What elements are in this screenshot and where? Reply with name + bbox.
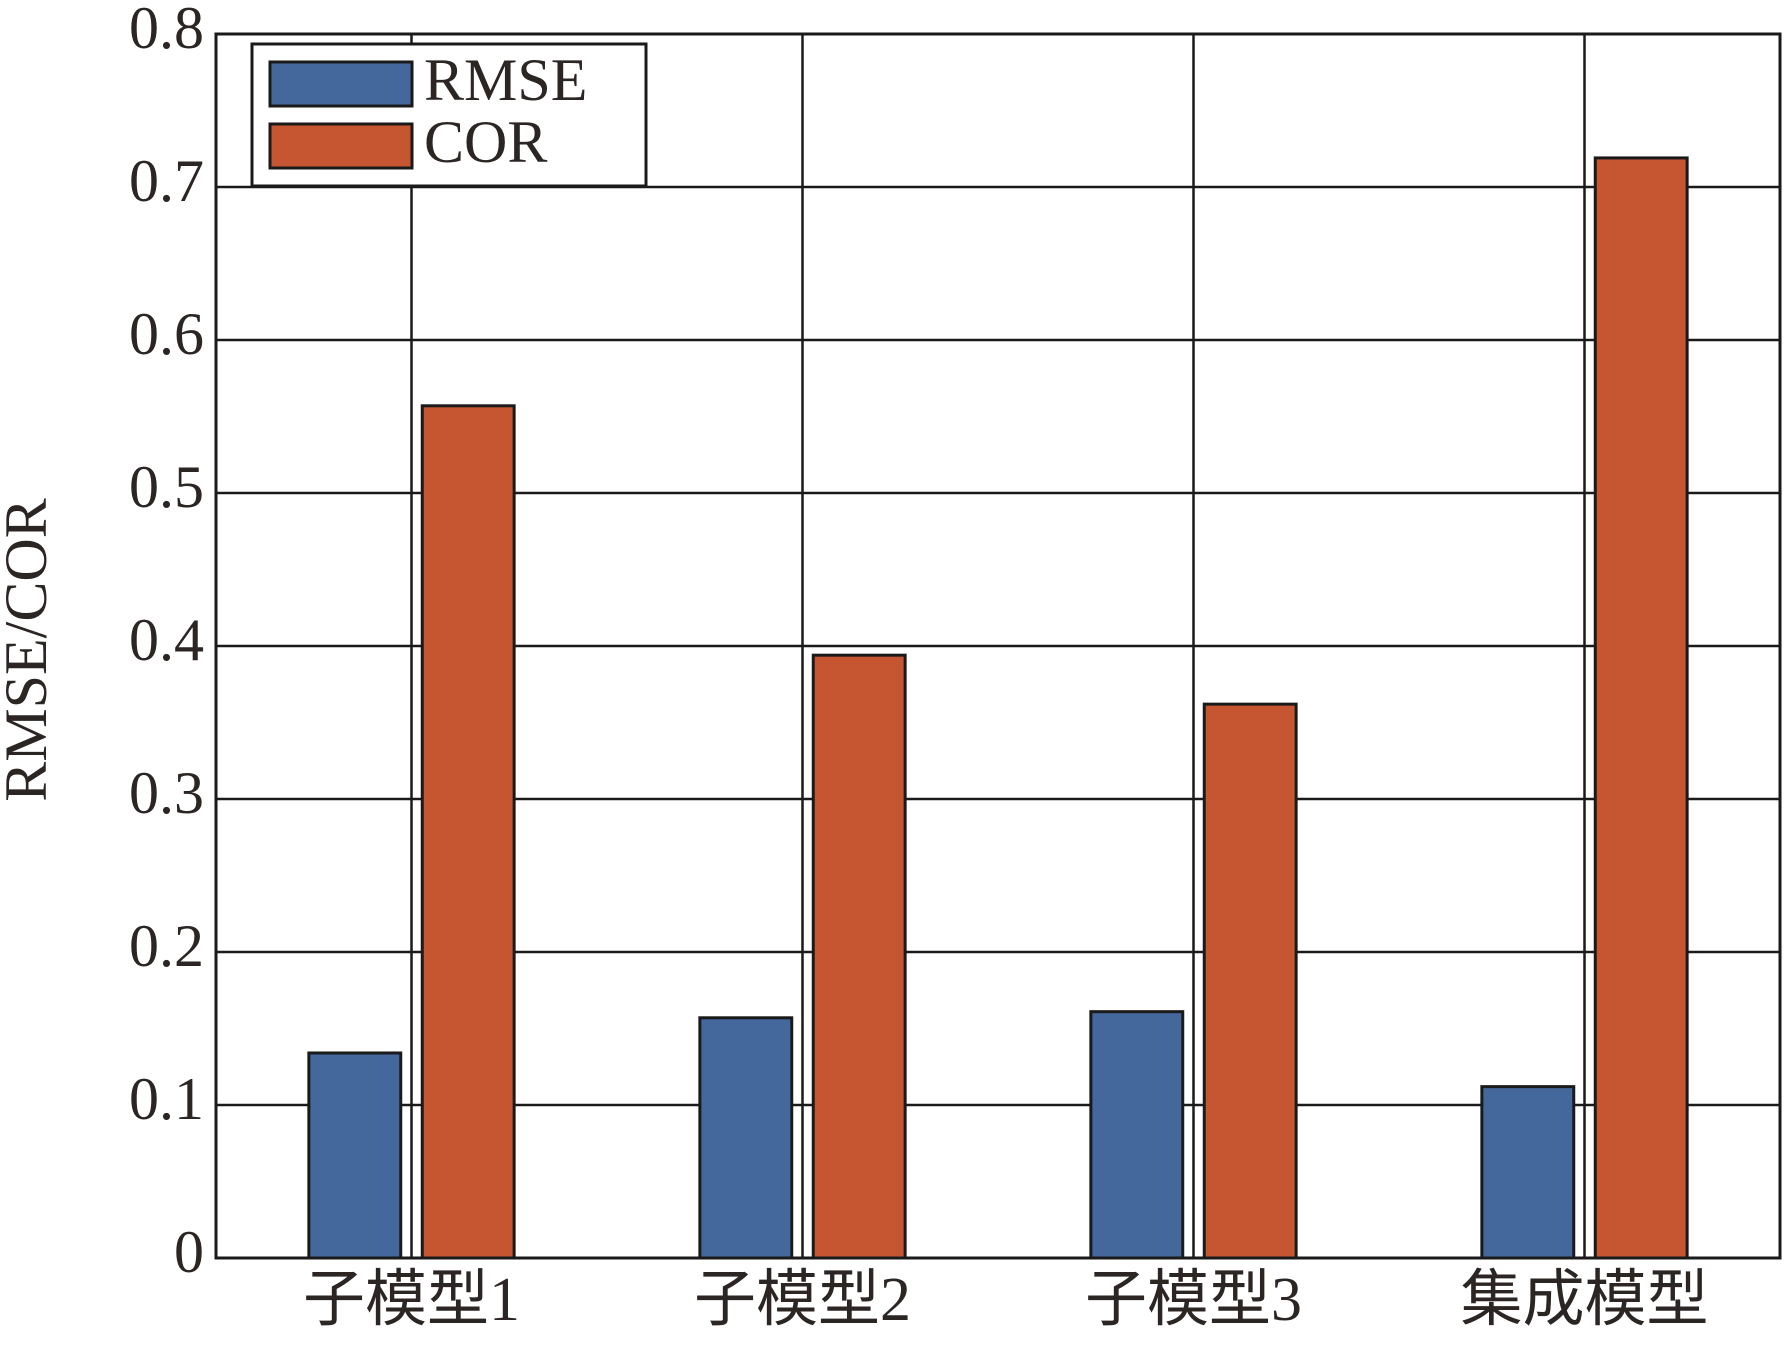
y-tick-label: 0.4 — [129, 607, 204, 673]
y-axis-label: RMSE/COR — [0, 498, 59, 801]
x-tick-label: 子模型3 — [1085, 1266, 1302, 1334]
legend-label: RMSE — [424, 47, 587, 113]
plot-frame — [214, 32, 1782, 1260]
y-tick-label: 0.8 — [129, 0, 204, 61]
legend-label: COR — [424, 109, 547, 175]
y-tick-label: 0.6 — [129, 301, 204, 367]
y-tick-label: 0.1 — [129, 1066, 204, 1132]
bar — [420, 404, 516, 1260]
y-tick-label: 0.2 — [129, 913, 204, 979]
x-tick-label: 子模型2 — [694, 1266, 911, 1334]
bar — [698, 1016, 794, 1260]
y-tick-label: 0.7 — [129, 148, 204, 214]
bar — [811, 653, 907, 1260]
y-tick-label: 0.5 — [129, 454, 204, 520]
bar — [1593, 156, 1689, 1260]
bar — [1480, 1085, 1576, 1260]
bar — [1089, 1010, 1185, 1260]
x-tick-label: 子模型1 — [303, 1266, 520, 1334]
legend-swatch — [268, 122, 414, 170]
bar — [307, 1051, 403, 1260]
y-tick-label: 0 — [174, 1219, 204, 1285]
legend-swatch — [268, 60, 414, 108]
bar — [1202, 702, 1298, 1260]
y-tick-label: 0.3 — [129, 760, 204, 826]
x-tick-label: 集成模型 — [1460, 1266, 1708, 1334]
